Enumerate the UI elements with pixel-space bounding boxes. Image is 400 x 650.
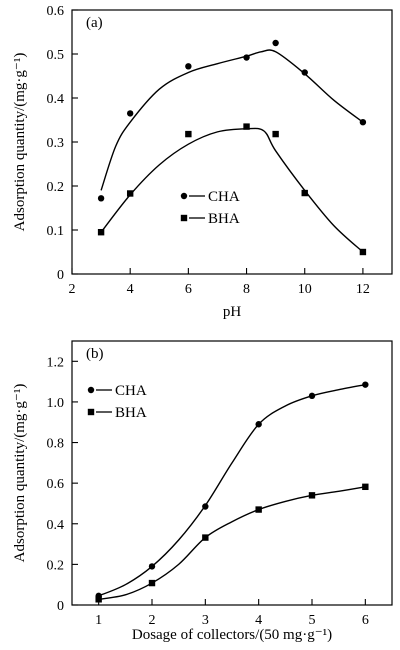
x-tick-label: 8 — [243, 282, 250, 297]
y-tick-label: 0.2 — [47, 180, 65, 195]
legend-cha-label: CHA — [208, 189, 240, 205]
panel-label: (a) — [86, 15, 103, 31]
y-tick-label: 0.1 — [47, 224, 65, 239]
legend: CHA BHA — [87, 383, 147, 421]
cha-data-point — [185, 63, 192, 70]
x-tick-label: 12 — [356, 282, 370, 297]
cha-data-point — [255, 421, 262, 428]
bha-data-point — [148, 579, 156, 587]
legend-cha-marker — [87, 386, 95, 394]
panel-label: (b) — [86, 346, 104, 362]
y-axis-label: Adsorption quantity/(mg·g⁻¹) — [12, 384, 28, 563]
y-tick-label: 1.0 — [47, 396, 65, 411]
bha-data-point — [255, 506, 262, 513]
panel-a: 2 4 6 8 10 12 0 0.1 0.2 0.3 0.4 0.5 0.6 pH Adsorption … — [12, 4, 393, 320]
cha-data-point — [97, 195, 105, 202]
cha-data-point — [308, 392, 316, 400]
cha-fit-curve — [100, 49, 364, 191]
legend-bha-marker — [87, 408, 95, 416]
cha-data-point — [243, 54, 250, 61]
x-tick-label: 3 — [202, 613, 209, 628]
legend-cha-marker — [180, 192, 188, 200]
y-tick-label: 1.2 — [47, 355, 65, 370]
cha-fit-curve — [98, 383, 366, 597]
x-tick-label: 5 — [309, 613, 316, 628]
cha-data-point — [126, 110, 134, 117]
legend-bha-marker — [180, 214, 188, 222]
cha-data-point — [272, 39, 279, 47]
bha-data-point — [95, 596, 102, 603]
y-tick-label: 0 — [57, 599, 64, 614]
y-tick-label: 0.5 — [47, 48, 65, 63]
cha-data-point — [362, 381, 369, 388]
bha-data-point — [97, 229, 105, 236]
legend: CHA BHA — [180, 189, 240, 227]
x-tick-label: 2 — [149, 613, 156, 628]
y-tick-label: 0.8 — [47, 437, 65, 452]
bha-data-point — [126, 190, 134, 197]
y-tick-label: 0.2 — [47, 558, 65, 573]
bha-data-point — [359, 248, 367, 256]
plot-frame — [71, 340, 393, 606]
y-tick-label: 0.4 — [47, 92, 65, 107]
x-tick-label: 1 — [95, 613, 102, 628]
legend-cha-label: CHA — [115, 383, 147, 399]
cha-data-point — [202, 503, 209, 510]
series-bha — [95, 483, 369, 603]
y-tick-label: 0.3 — [47, 136, 65, 151]
x-axis-label: Dosage of collectors/(50 mg·g⁻¹) — [132, 627, 332, 643]
x-tick-label: 4 — [255, 613, 262, 628]
bha-data-point — [243, 123, 250, 130]
cha-data-point — [148, 563, 156, 570]
y-tick-label: 0.6 — [47, 477, 65, 492]
bha-data-point — [362, 483, 369, 491]
series-bha — [97, 123, 367, 256]
panel-b: 1 2 3 4 5 6 0 0.2 0.4 0.6 0.8 1.0 1.2 Dosage of colle… — [12, 340, 393, 643]
series-cha — [97, 39, 367, 202]
cha-data-point — [359, 119, 367, 126]
x-tick-label: 2 — [69, 282, 76, 297]
bha-data-point — [202, 534, 209, 541]
x-axis-label: pH — [223, 304, 242, 320]
y-axis-label: Adsorption quantity/(mg·g⁻¹) — [12, 53, 28, 232]
y-tick-label: 0.4 — [47, 518, 65, 533]
bha-data-point — [272, 130, 279, 138]
legend-bha-label: BHA — [115, 405, 147, 421]
bha-data-point — [308, 492, 316, 499]
y-tick-label: 0 — [57, 268, 64, 283]
x-tick-label: 6 — [362, 613, 369, 628]
bha-data-point — [301, 189, 308, 197]
bha-data-point — [185, 130, 192, 138]
y-tick-label: 0.6 — [47, 4, 65, 19]
x-tick-label: 6 — [185, 282, 192, 297]
cha-data-point — [301, 69, 308, 76]
x-tick-label: 10 — [298, 282, 312, 297]
x-tick-label: 4 — [127, 282, 134, 297]
legend-bha-label: BHA — [208, 211, 240, 227]
plot-frame — [71, 9, 393, 275]
bha-fit-curve — [98, 486, 366, 601]
